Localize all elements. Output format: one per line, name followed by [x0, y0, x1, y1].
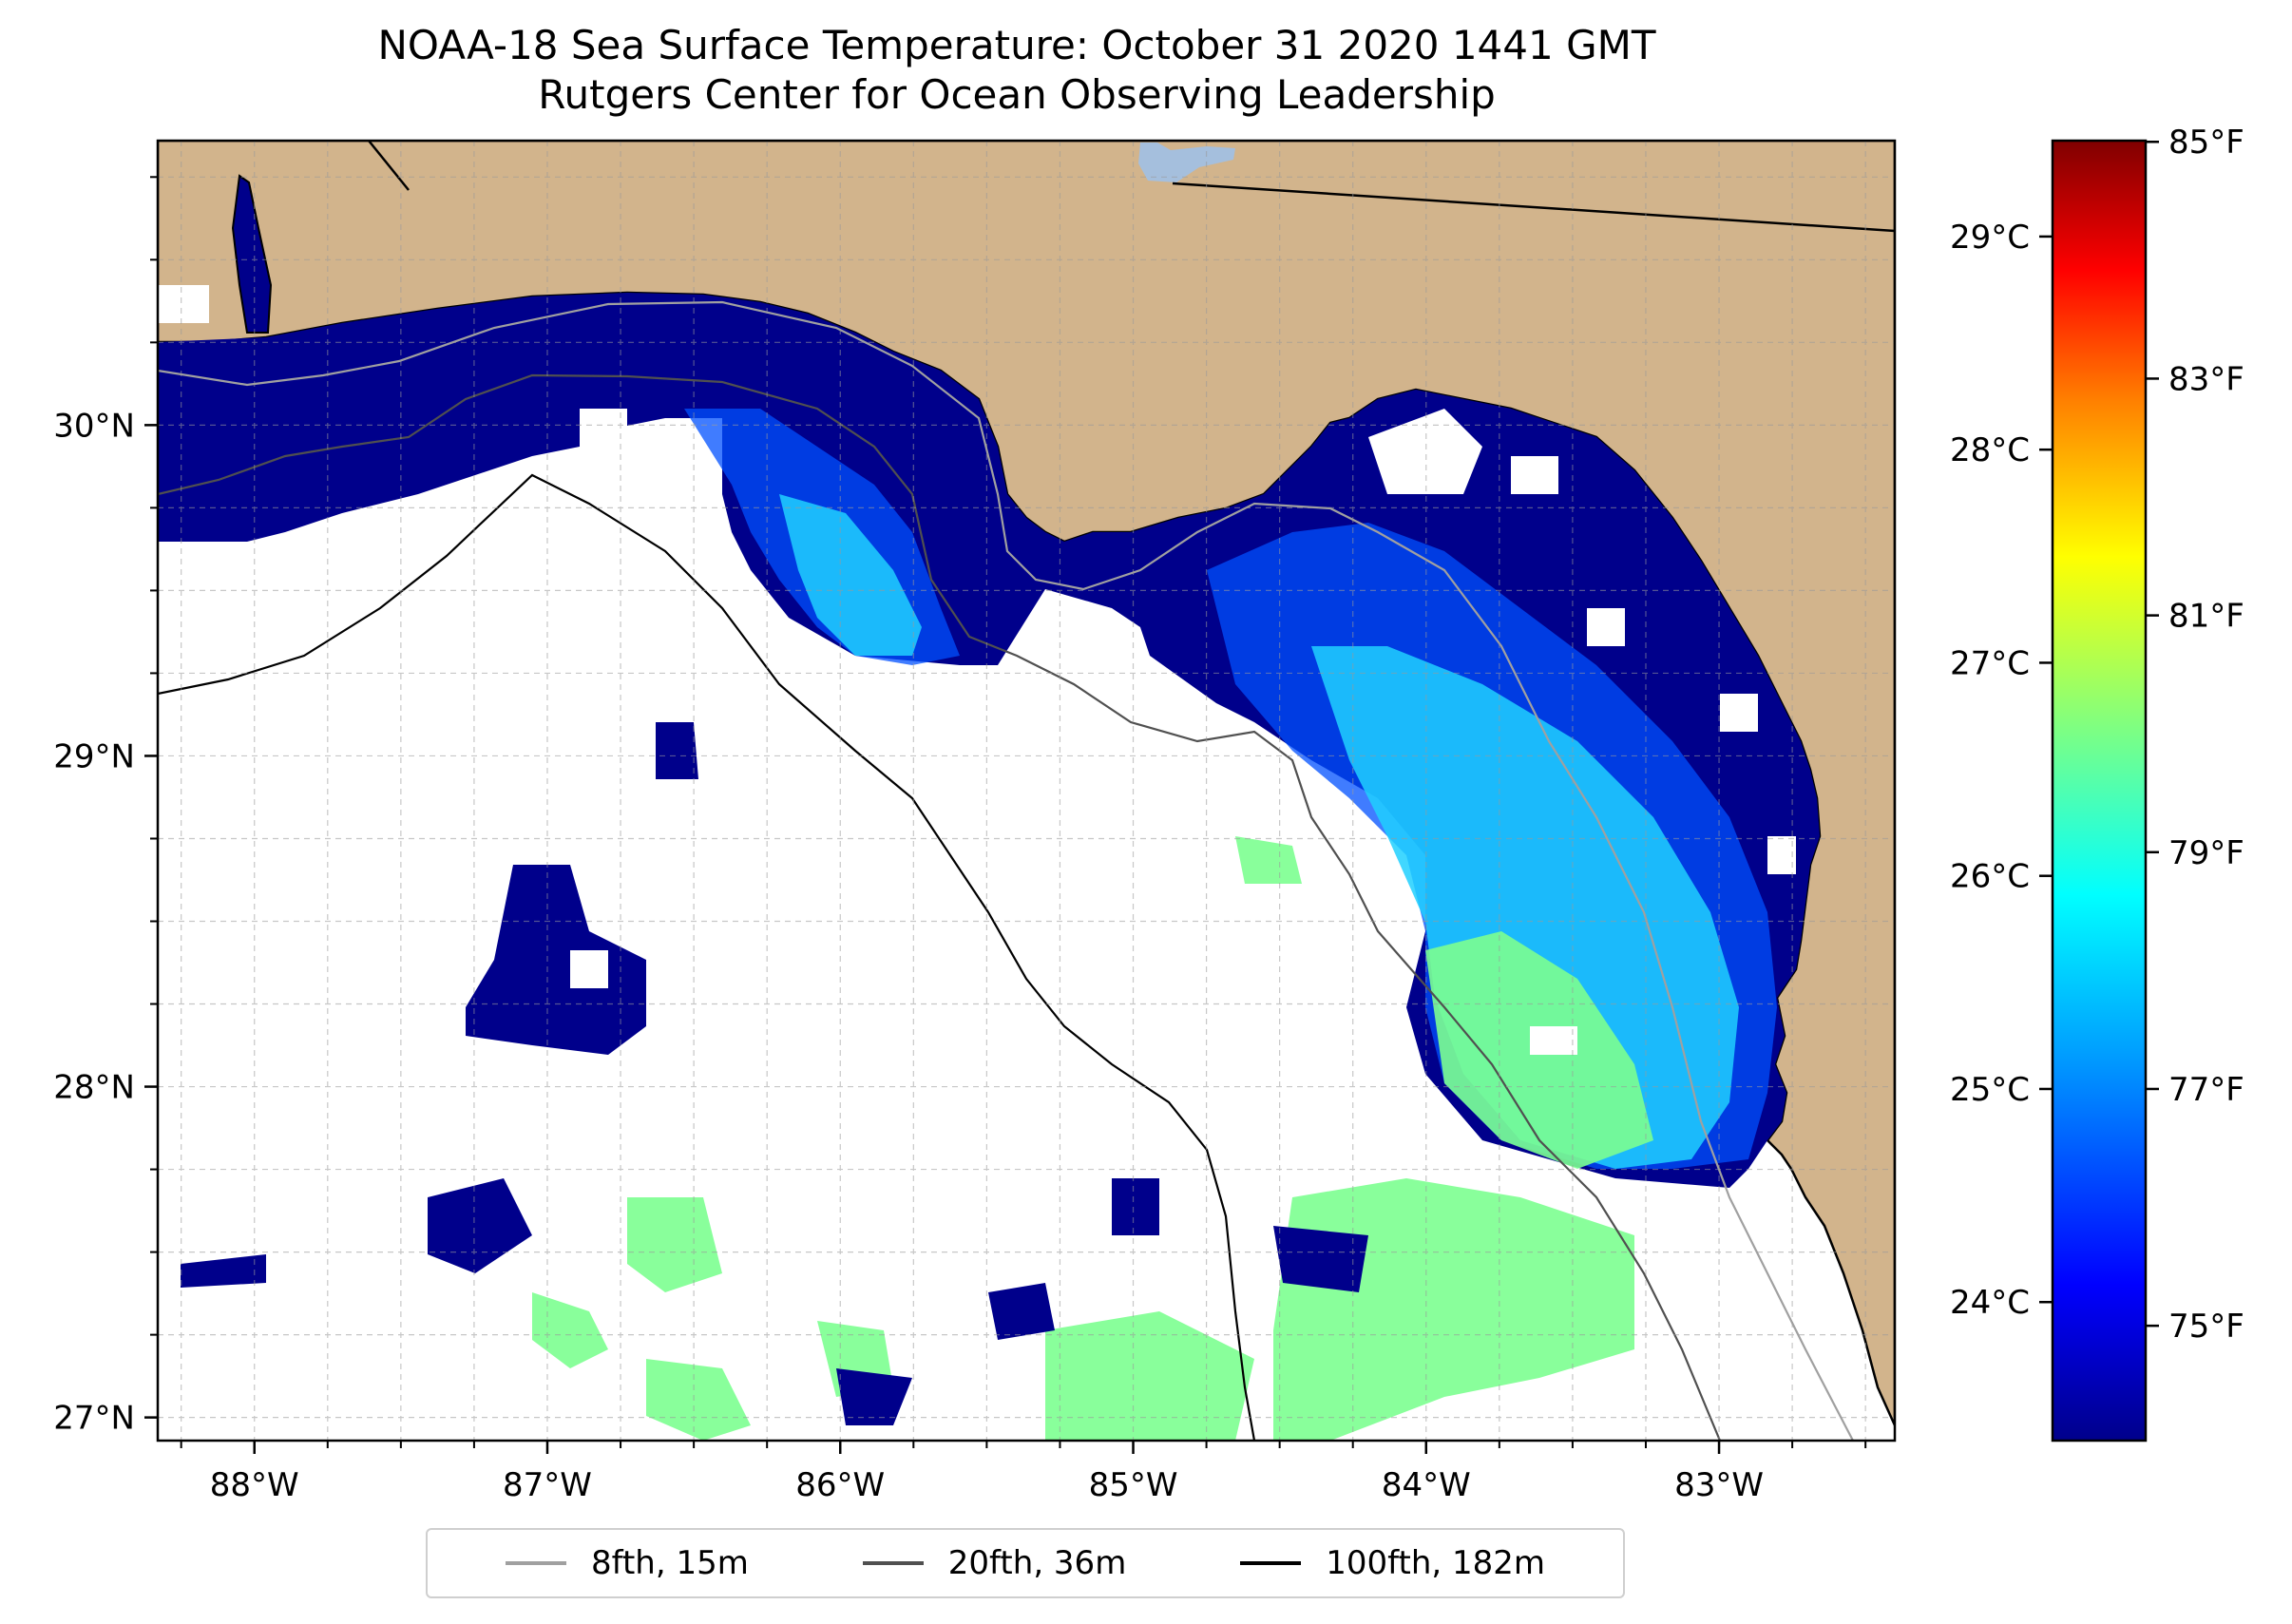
cloud-gaps [158, 285, 1796, 1055]
legend-item-20fth: 20fth, 36m [862, 1544, 1127, 1582]
latitude-axis: 30°N 29°N 28°N 27°N [53, 176, 158, 1438]
title-line-2: Rutgers Center for Ocean Observing Leade… [538, 71, 1496, 118]
map-gridlines [158, 141, 1895, 1441]
sst-offshore-patches [181, 722, 1368, 1425]
lat-tick-label: 27°N [53, 1400, 135, 1438]
lon-tick-label: 85°W [1089, 1466, 1178, 1504]
lat-tick-label: 29°N [53, 737, 135, 775]
legend-item-100fth: 100fth, 182m [1240, 1544, 1545, 1582]
colorbar-gradient [2051, 139, 2148, 1442]
state-boundary [1172, 182, 1895, 233]
longitude-axis: 88°W 87°W 86°W 85°W 84°W 83°W [180, 1441, 1867, 1504]
colorbar-celsius-label: 26°C [1950, 858, 2030, 896]
colorbar-fahrenheit-axis: 75°F 77°F 79°F 81°F 83°F 85°F [2146, 124, 2244, 1346]
bay-inlet [231, 174, 273, 334]
lon-tick-label: 87°W [503, 1466, 592, 1504]
lon-tick-label: 88°W [210, 1466, 299, 1504]
title-line-1: NOAA-18 Sea Surface Temperature: October… [377, 22, 1656, 68]
isobath-8fth [158, 300, 1854, 1441]
lat-tick-label: 28°N [53, 1069, 135, 1107]
sst-coastal-band [158, 293, 1820, 1188]
colorbar-fahrenheit-label: 81°F [2168, 598, 2244, 636]
legend-swatch-8fth [505, 1561, 566, 1565]
lon-tick-label: 83°W [1674, 1466, 1764, 1504]
colorbar-celsius-label: 29°C [1950, 219, 2030, 257]
colorbar-celsius-label: 28°C [1950, 431, 2030, 469]
isobath-100fth [158, 473, 1256, 1441]
lake [1138, 143, 1235, 182]
lat-tick-label: 30°N [53, 407, 135, 445]
legend-swatch-100fth [1240, 1561, 1302, 1565]
lon-tick-label: 86°W [795, 1466, 885, 1504]
legend-label-100fth: 100fth, 182m [1326, 1544, 1546, 1582]
map-title: NOAA-18 Sea Surface Temperature: October… [0, 21, 2034, 120]
isobath-20fth [158, 373, 1722, 1441]
colorbar-fahrenheit-label: 83°F [2168, 360, 2244, 398]
isobath-legend: 8fth, 15m 20fth, 36m 100fth, 182m [426, 1528, 1625, 1598]
colorbar-celsius-label: 24°C [1950, 1284, 2030, 1322]
colorbar-celsius-label: 25°C [1950, 1071, 2030, 1109]
map-frame [156, 139, 1897, 1442]
lon-tick-label: 84°W [1382, 1466, 1471, 1504]
colorbar-fahrenheit-label: 77°F [2168, 1071, 2244, 1109]
legend-swatch-20fth [862, 1561, 924, 1565]
legend-label-20fth: 20fth, 36m [947, 1544, 1127, 1582]
legend-label-8fth: 8fth, 15m [590, 1544, 749, 1582]
colorbar-fahrenheit-label: 75°F [2168, 1308, 2244, 1346]
legend-item-8fth: 8fth, 15m [505, 1544, 749, 1582]
state-boundary-west [368, 141, 410, 191]
sst-warm-green [532, 836, 1653, 1441]
colorbar-fahrenheit-label: 79°F [2168, 834, 2244, 872]
colorbar-fahrenheit-label: 85°F [2168, 124, 2244, 162]
colorbar-celsius-label: 27°C [1950, 644, 2030, 682]
colorbar-celsius-axis: 24°C 25°C 26°C 27°C 28°C 29°C [1950, 219, 2053, 1322]
